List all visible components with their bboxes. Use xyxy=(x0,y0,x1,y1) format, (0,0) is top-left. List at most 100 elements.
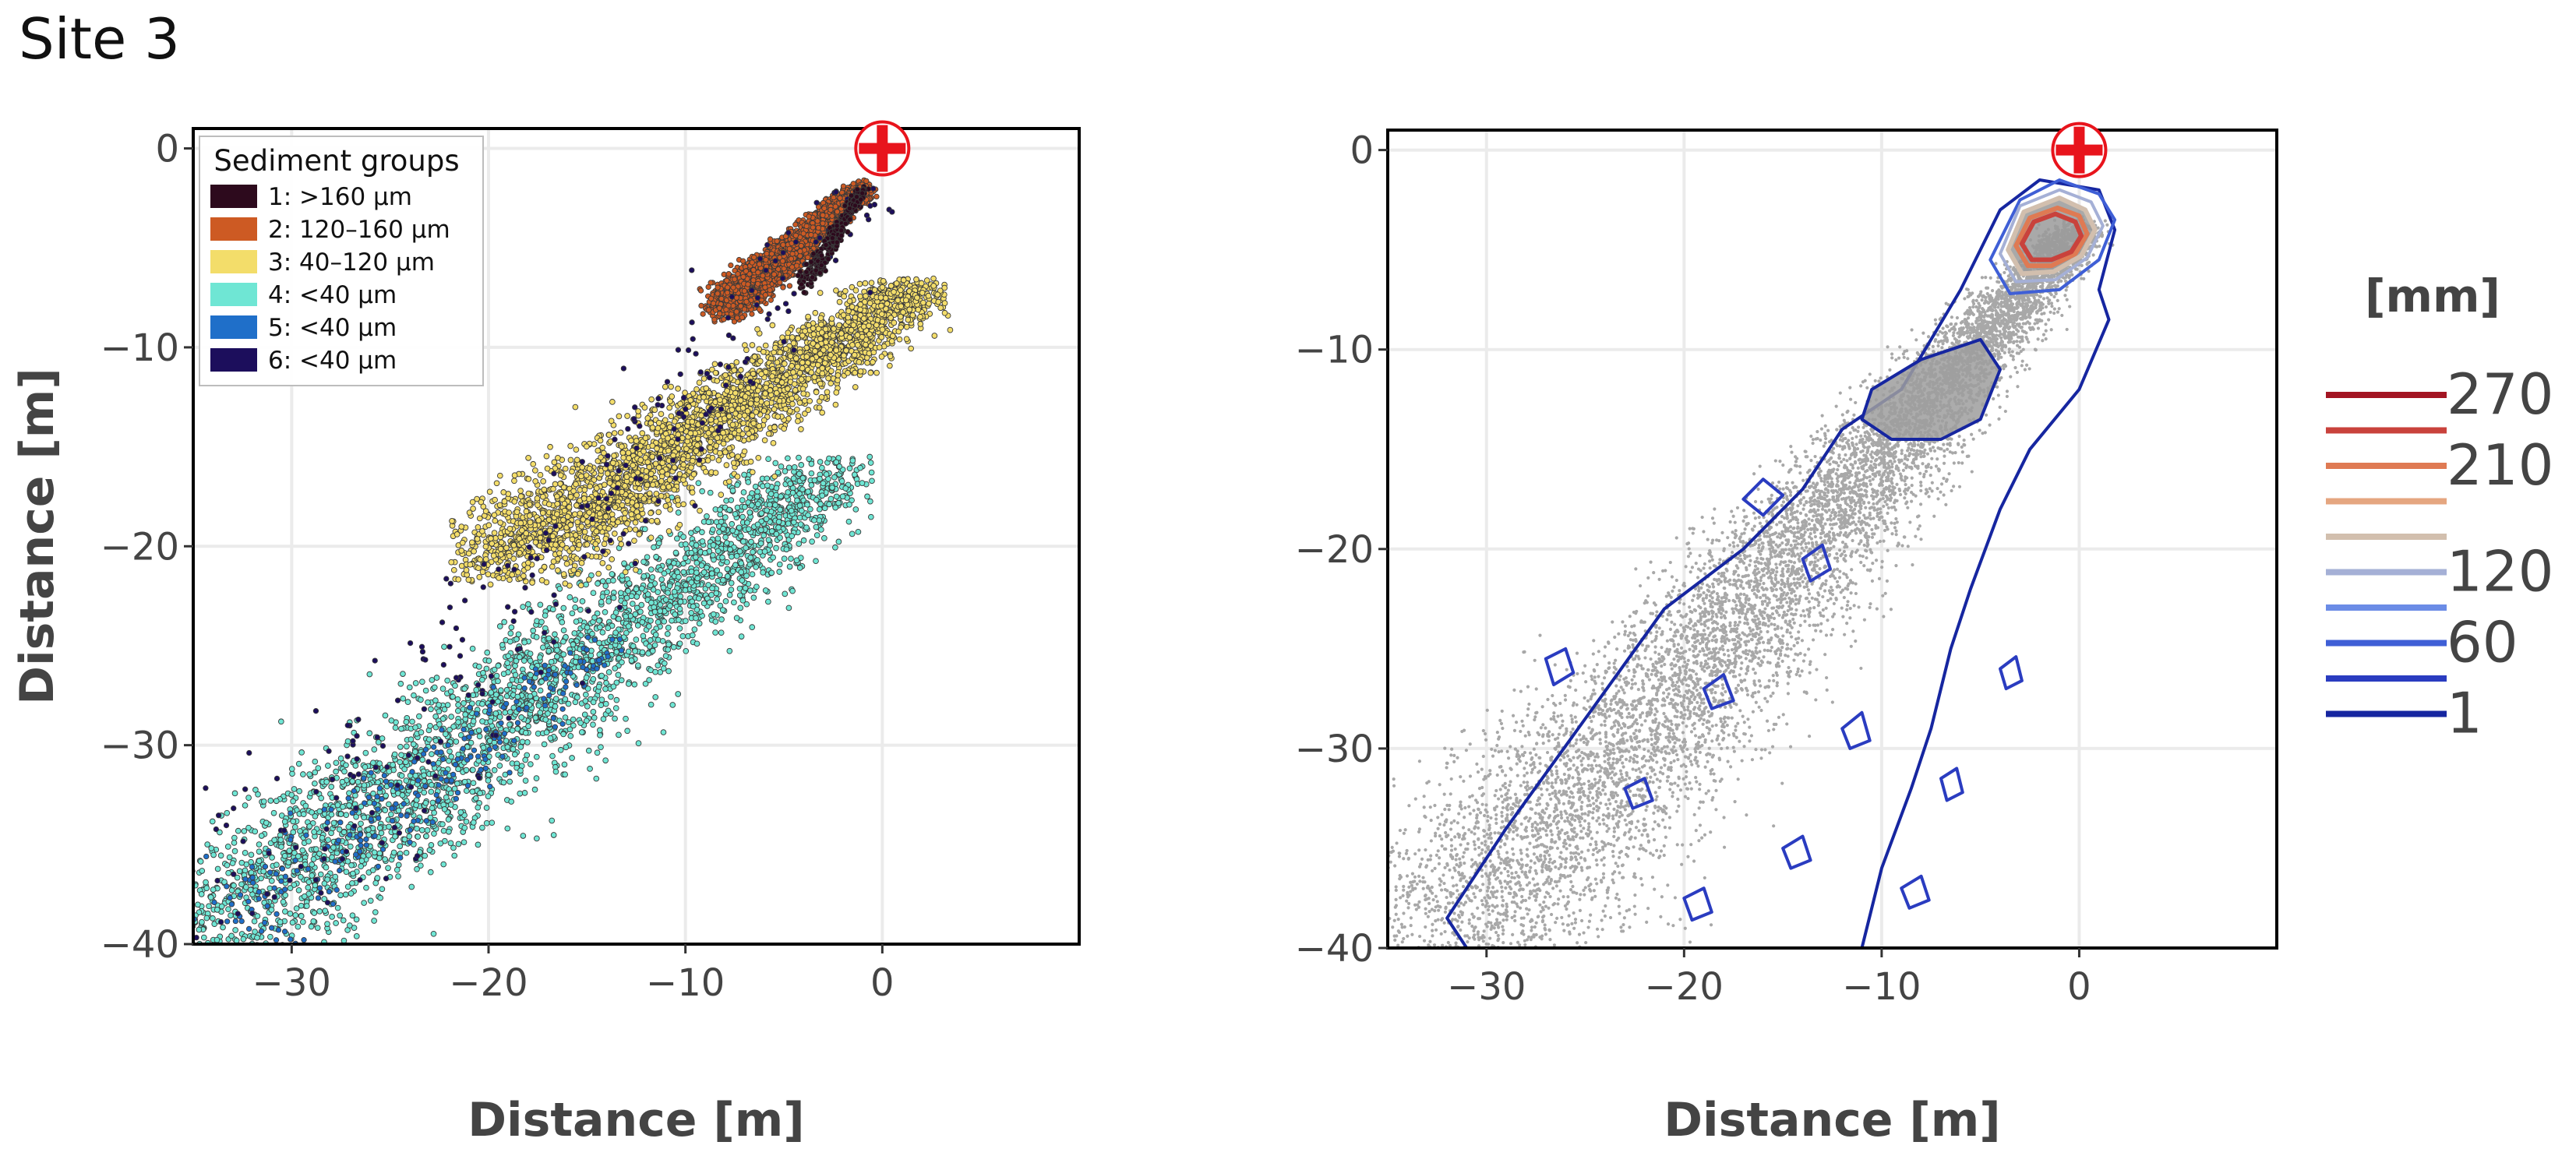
scatter-point xyxy=(398,773,405,779)
scatter-point xyxy=(728,587,735,593)
scatter-point xyxy=(753,493,760,500)
scatter-point xyxy=(728,497,735,503)
scatter-point xyxy=(177,894,182,900)
scatter-point xyxy=(455,719,461,725)
scatter-point xyxy=(322,907,329,915)
scatter-point xyxy=(422,852,429,859)
scatter-point xyxy=(760,532,768,539)
scatter-point xyxy=(488,689,495,696)
scatter-point xyxy=(340,917,347,924)
scatter-point xyxy=(533,775,540,781)
scatter-point xyxy=(823,471,830,478)
scatter-point xyxy=(545,647,552,654)
scatter-point xyxy=(746,526,752,533)
scatter-point xyxy=(155,916,161,922)
scatter-point xyxy=(640,559,647,566)
scatter-point xyxy=(599,594,606,600)
scatter-point xyxy=(864,493,870,500)
scatter-point xyxy=(772,460,779,467)
scatter-point xyxy=(295,760,302,767)
scatter-point xyxy=(431,830,437,837)
scatter-point xyxy=(638,585,645,592)
scatter-point xyxy=(154,890,160,896)
scatter-point xyxy=(298,873,304,880)
scatter-point xyxy=(574,570,581,577)
scatter-point xyxy=(517,493,524,500)
scatter-point xyxy=(920,299,926,306)
scatter-point xyxy=(254,934,260,941)
scatter-point xyxy=(728,580,735,587)
scatter-point xyxy=(594,749,601,756)
scatter-point xyxy=(346,802,352,809)
scatter-point xyxy=(635,662,641,669)
scatter-point xyxy=(411,692,417,699)
scatter-point xyxy=(693,542,700,548)
scatter-point xyxy=(365,852,372,858)
scatter-point xyxy=(525,454,531,461)
scatter-point xyxy=(323,864,330,871)
scatter-point xyxy=(534,835,540,842)
scatter-point xyxy=(808,481,815,488)
scatter-point xyxy=(469,645,476,652)
scatter-point xyxy=(845,518,852,525)
scatter-point xyxy=(746,561,753,568)
scatter-point xyxy=(403,718,410,725)
scatter-point xyxy=(581,711,588,718)
scatter-point xyxy=(470,767,476,774)
scatter-point xyxy=(412,680,419,686)
scatter-point xyxy=(726,506,732,513)
scatter-point xyxy=(340,803,346,810)
scatter-point xyxy=(726,647,733,654)
scatter-point xyxy=(552,703,559,710)
scatter-point xyxy=(590,675,597,682)
scatter-point xyxy=(463,818,470,825)
scatter-point xyxy=(742,342,748,348)
scatter-point xyxy=(750,548,756,555)
scatter-point xyxy=(448,753,454,760)
scatter-point xyxy=(807,506,813,513)
scatter-point xyxy=(660,584,667,591)
scatter-point xyxy=(887,362,893,369)
scatter-point xyxy=(184,827,189,833)
scatter-point xyxy=(563,560,570,567)
scatter-point xyxy=(805,512,811,519)
scatter-point xyxy=(675,509,682,516)
scatter-point xyxy=(796,541,803,547)
scatter-point xyxy=(228,952,233,957)
scatter-point xyxy=(796,565,803,571)
scatter-point xyxy=(305,884,312,891)
scatter-point xyxy=(391,751,398,758)
scatter-point xyxy=(651,642,658,649)
scatter-point xyxy=(833,493,840,500)
scatter-point xyxy=(366,799,373,806)
scatter-point xyxy=(570,722,577,729)
scatter-point xyxy=(473,686,480,693)
scatter-point xyxy=(312,769,319,776)
scatter-point xyxy=(602,685,609,693)
scatter-point xyxy=(461,839,468,846)
scatter-point xyxy=(739,577,746,583)
scatter-point xyxy=(245,824,252,831)
scatter-point xyxy=(333,768,339,775)
scatter-point xyxy=(423,833,429,840)
scatter-point xyxy=(267,798,274,804)
scatter-point xyxy=(542,717,549,723)
scatter-point xyxy=(616,731,622,738)
scatter-point xyxy=(736,524,743,531)
scatter-point xyxy=(328,811,335,818)
scatter-point xyxy=(617,535,623,542)
scatter-point xyxy=(336,826,343,833)
scatter-point xyxy=(453,738,460,745)
scatter-point xyxy=(475,804,482,811)
scatter-point xyxy=(813,523,820,530)
scatter-point xyxy=(698,562,705,569)
scatter-point xyxy=(213,936,221,943)
scatter-point xyxy=(601,541,608,548)
scatter-point xyxy=(749,502,755,509)
scatter-point xyxy=(593,553,600,560)
scatter-point xyxy=(583,581,589,588)
scatter-point xyxy=(648,534,655,541)
scatter-point xyxy=(537,654,543,661)
scatter-point xyxy=(374,875,381,881)
